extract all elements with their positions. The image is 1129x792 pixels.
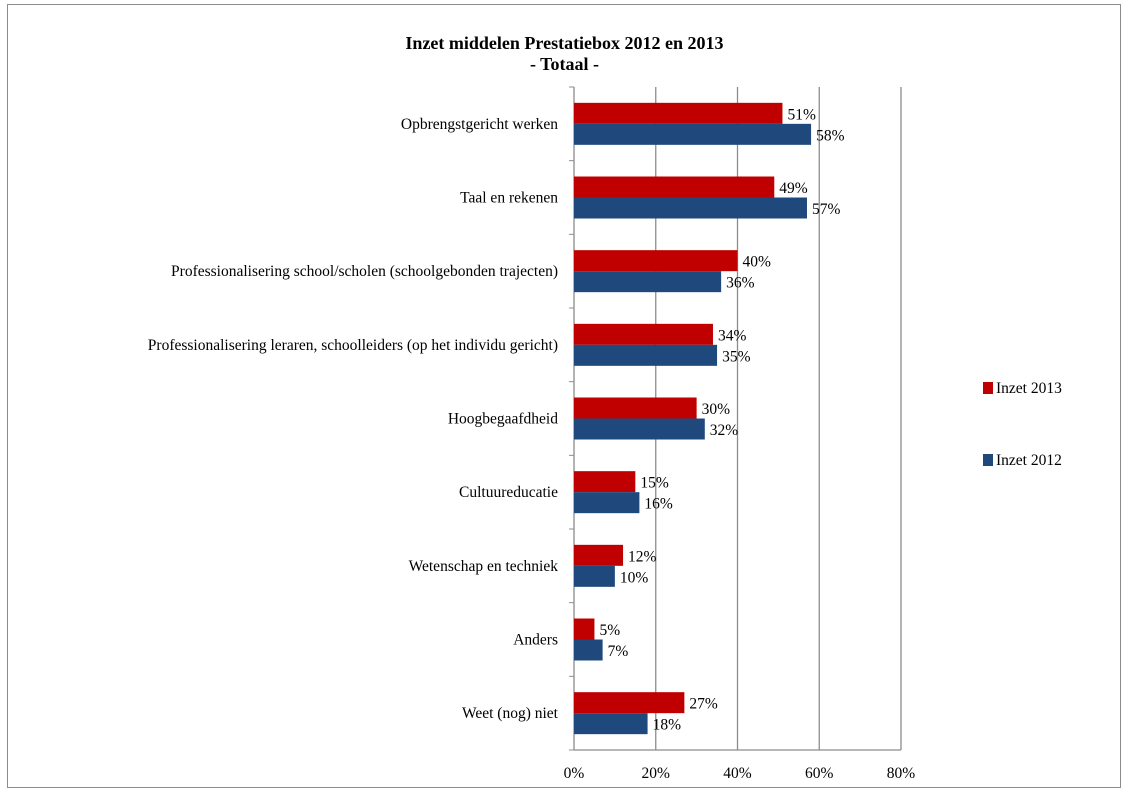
bar-2013 xyxy=(574,397,697,419)
bar-2013 xyxy=(574,471,636,493)
bar-2013 xyxy=(574,250,738,272)
bar-2012 xyxy=(574,123,812,145)
category-label: Hoogbegaafdheid xyxy=(448,411,558,428)
data-label: 49% xyxy=(779,180,808,197)
data-label: 12% xyxy=(628,548,657,565)
data-label: 36% xyxy=(726,275,755,292)
data-label: 5% xyxy=(599,622,620,639)
chart-subtitle: - Totaal - xyxy=(529,54,599,74)
category-label: Anders xyxy=(513,632,558,649)
legend-swatch xyxy=(983,382,993,394)
data-label: 40% xyxy=(743,254,772,271)
x-tick-label: 0% xyxy=(564,765,585,782)
x-tick-label: 60% xyxy=(805,765,834,782)
category-label: Opbrengstgericht werken xyxy=(401,116,558,133)
chart-frame xyxy=(7,4,1121,788)
bar-2013 xyxy=(574,102,783,124)
bar-2013 xyxy=(574,618,595,640)
bar-2012 xyxy=(574,492,640,514)
bar-2012 xyxy=(574,197,807,219)
data-label: 18% xyxy=(653,717,682,734)
data-label: 27% xyxy=(689,696,718,713)
data-label: 58% xyxy=(816,127,845,144)
bar-2012 xyxy=(574,565,615,587)
bar-2012 xyxy=(574,713,648,735)
legend-label: Inzet 2013 xyxy=(996,380,1062,397)
category-label: Weet (nog) niet xyxy=(462,705,559,722)
bar-2013 xyxy=(574,323,713,345)
x-tick-label: 40% xyxy=(723,765,752,782)
bar-2012 xyxy=(574,344,718,366)
data-label: 30% xyxy=(702,401,731,418)
data-label: 15% xyxy=(640,475,669,492)
chart-title: Inzet middelen Prestatiebox 2012 en 2013 xyxy=(405,33,724,53)
data-label: 34% xyxy=(718,327,747,344)
category-label: Wetenschap en techniek xyxy=(409,558,559,575)
x-tick-label: 20% xyxy=(642,765,671,782)
x-tick-label: 80% xyxy=(887,765,916,782)
category-label: Taal en rekenen xyxy=(460,190,558,207)
category-label: Professionalisering school/scholen (scho… xyxy=(171,263,558,280)
category-label: Cultuureducatie xyxy=(459,484,558,501)
bar-2012 xyxy=(574,271,722,293)
bar-2012 xyxy=(574,418,705,440)
bar-2013 xyxy=(574,176,775,198)
bar-2013 xyxy=(574,692,685,714)
data-label: 35% xyxy=(722,348,751,365)
legend-label: Inzet 2012 xyxy=(996,452,1062,469)
data-label: 51% xyxy=(787,106,816,123)
legend-swatch xyxy=(983,454,993,466)
category-label: Professionalisering leraren, schoolleide… xyxy=(148,337,558,354)
data-label: 7% xyxy=(608,643,629,660)
bar-2013 xyxy=(574,544,624,566)
data-label: 57% xyxy=(812,201,841,218)
data-label: 10% xyxy=(620,569,649,586)
data-label: 16% xyxy=(644,496,673,513)
data-label: 32% xyxy=(710,422,739,439)
chart-title-block: Inzet middelen Prestatiebox 2012 en 2013… xyxy=(0,33,1129,75)
bar-2012 xyxy=(574,639,603,661)
